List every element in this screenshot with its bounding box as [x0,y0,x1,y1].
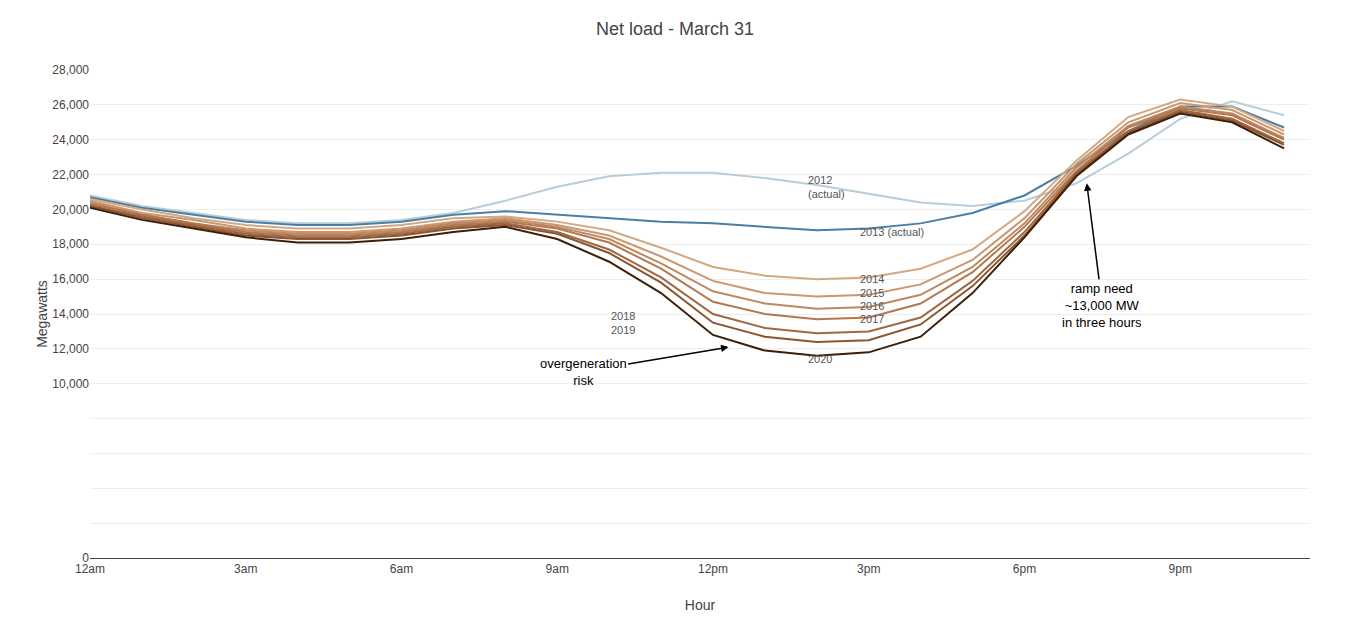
svg-text:12,000: 12,000 [52,342,89,356]
svg-text:2020: 2020 [808,353,832,365]
svg-text:3pm: 3pm [857,562,880,576]
svg-text:2016: 2016 [860,300,884,312]
svg-text:10,000: 10,000 [52,377,89,391]
svg-text:0: 0 [82,551,89,565]
svg-text:ramp need~13,000 MWin three ho: ramp need~13,000 MWin three hours [1062,281,1142,330]
svg-text:2014: 2014 [860,273,884,285]
svg-text:12pm: 12pm [698,562,728,576]
svg-text:6am: 6am [390,562,413,576]
svg-text:20,000: 20,000 [52,203,89,217]
svg-text:12am: 12am [75,562,105,576]
svg-text:26,000: 26,000 [52,98,89,112]
svg-text:16,000: 16,000 [52,272,89,286]
svg-text:2017: 2017 [860,313,884,325]
svg-text:14,000: 14,000 [52,307,89,321]
svg-text:Net load - March 31: Net load - March 31 [596,19,754,39]
svg-text:2012(actual): 2012(actual) [808,174,845,200]
svg-text:Megawatts: Megawatts [34,280,50,348]
svg-text:2015: 2015 [860,287,884,299]
svg-text:3am: 3am [234,562,257,576]
svg-text:overgenerationrisk: overgenerationrisk [540,356,627,388]
svg-text:6pm: 6pm [1013,562,1036,576]
svg-text:9am: 9am [546,562,569,576]
svg-text:28,000: 28,000 [52,63,89,77]
svg-text:2019: 2019 [611,324,635,336]
svg-text:9pm: 9pm [1169,562,1192,576]
svg-text:24,000: 24,000 [52,133,89,147]
svg-text:2018: 2018 [611,310,635,322]
svg-text:Hour: Hour [685,597,716,613]
svg-text:2013 (actual): 2013 (actual) [860,226,924,238]
svg-text:18,000: 18,000 [52,237,89,251]
svg-text:22,000: 22,000 [52,168,89,182]
